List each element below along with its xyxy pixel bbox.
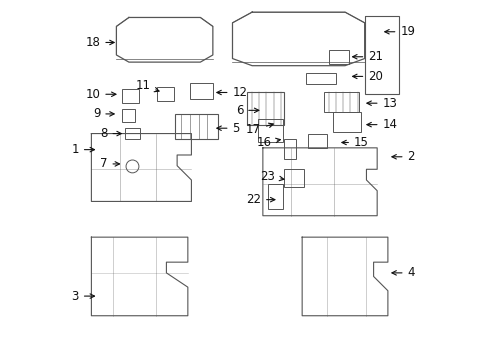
- Bar: [157, 87, 173, 102]
- Bar: [122, 89, 139, 103]
- Text: 20: 20: [353, 70, 383, 83]
- Bar: [268, 184, 283, 208]
- Bar: [333, 112, 361, 132]
- Bar: [258, 119, 283, 143]
- Text: 7: 7: [100, 157, 120, 170]
- Text: 10: 10: [85, 88, 116, 101]
- Text: 19: 19: [385, 25, 416, 38]
- Text: 23: 23: [261, 170, 284, 183]
- Bar: [175, 114, 218, 139]
- Bar: [125, 128, 140, 139]
- Bar: [323, 93, 359, 112]
- Text: 5: 5: [217, 122, 240, 135]
- Bar: [284, 139, 296, 158]
- Bar: [247, 93, 284, 125]
- Bar: [365, 16, 398, 94]
- Bar: [190, 83, 213, 99]
- Text: 22: 22: [246, 193, 275, 206]
- Text: 4: 4: [392, 266, 415, 279]
- Text: 11: 11: [135, 79, 159, 92]
- Text: 12: 12: [217, 86, 247, 99]
- Text: 13: 13: [367, 97, 397, 110]
- Bar: [284, 169, 304, 187]
- Bar: [122, 109, 135, 122]
- Text: 9: 9: [93, 107, 114, 120]
- Text: 2: 2: [392, 150, 415, 163]
- Text: 14: 14: [367, 118, 397, 131]
- Text: 17: 17: [246, 123, 273, 136]
- Text: 15: 15: [342, 136, 369, 149]
- Text: 1: 1: [72, 143, 95, 156]
- Bar: [306, 73, 336, 84]
- Bar: [329, 50, 348, 64]
- Text: 21: 21: [353, 50, 383, 63]
- Text: 3: 3: [72, 289, 95, 303]
- Text: 16: 16: [257, 136, 280, 149]
- Text: 18: 18: [85, 36, 114, 49]
- Bar: [308, 134, 327, 148]
- Text: 8: 8: [100, 127, 122, 140]
- Text: 6: 6: [236, 104, 259, 117]
